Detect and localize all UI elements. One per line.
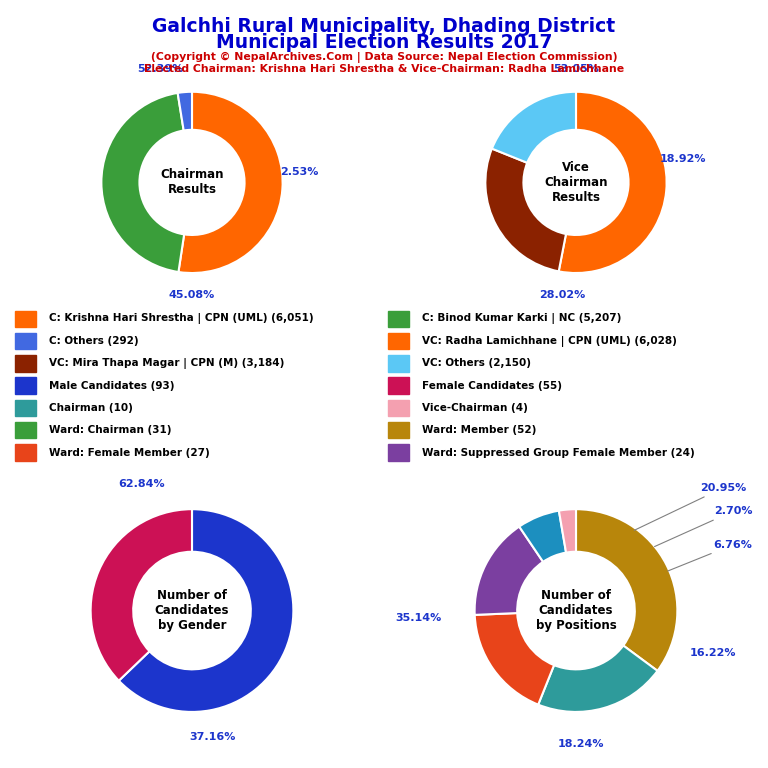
Text: 53.05%: 53.05%	[553, 64, 599, 74]
Text: VC: Radha Lamichhane | CPN (UML) (6,028): VC: Radha Lamichhane | CPN (UML) (6,028)	[422, 336, 677, 346]
Bar	[15, 310, 36, 327]
Text: Vice
Chairman
Results: Vice Chairman Results	[545, 161, 607, 204]
Text: Ward: Suppressed Group Female Member (24): Ward: Suppressed Group Female Member (24…	[422, 448, 694, 458]
Bar	[15, 333, 36, 349]
Text: Galchhi Rural Municipality, Dhading District: Galchhi Rural Municipality, Dhading Dist…	[152, 17, 616, 36]
Text: 45.08%: 45.08%	[169, 290, 215, 300]
Bar	[15, 377, 36, 394]
Wedge shape	[519, 511, 566, 562]
Wedge shape	[101, 93, 184, 272]
Bar	[15, 422, 36, 439]
Text: 52.39%: 52.39%	[137, 64, 184, 74]
Bar	[388, 422, 409, 439]
Text: 16.22%: 16.22%	[690, 648, 736, 658]
Text: Chairman
Results: Chairman Results	[161, 168, 223, 197]
Text: Number of
Candidates
by Positions: Number of Candidates by Positions	[535, 589, 617, 632]
Text: 18.24%: 18.24%	[558, 740, 604, 750]
Bar	[388, 399, 409, 416]
Bar	[388, 377, 409, 394]
Bar	[15, 355, 36, 372]
Text: 6.76%: 6.76%	[668, 540, 753, 571]
Bar	[15, 444, 36, 461]
Wedge shape	[559, 509, 576, 553]
Wedge shape	[576, 509, 677, 671]
Text: 2.70%: 2.70%	[654, 506, 753, 547]
Text: Municipal Election Results 2017: Municipal Election Results 2017	[216, 33, 552, 52]
Text: (Copyright © NepalArchives.Com | Data Source: Nepal Election Commission): (Copyright © NepalArchives.Com | Data So…	[151, 51, 617, 62]
Wedge shape	[485, 149, 566, 271]
Text: 62.84%: 62.84%	[118, 479, 164, 489]
Wedge shape	[558, 92, 667, 273]
Text: Elected Chairman: Krishna Hari Shrestha & Vice-Chairman: Radha Lamichhane: Elected Chairman: Krishna Hari Shrestha …	[144, 64, 624, 74]
Text: 18.92%: 18.92%	[660, 154, 707, 164]
Wedge shape	[178, 92, 283, 273]
Wedge shape	[177, 92, 192, 131]
Wedge shape	[538, 646, 657, 712]
Text: C: Krishna Hari Shrestha | CPN (UML) (6,051): C: Krishna Hari Shrestha | CPN (UML) (6,…	[49, 313, 313, 324]
Text: Ward: Member (52): Ward: Member (52)	[422, 425, 536, 435]
Bar	[15, 399, 36, 416]
Text: Ward: Female Member (27): Ward: Female Member (27)	[49, 448, 210, 458]
Text: 2.53%: 2.53%	[280, 167, 318, 177]
Text: 37.16%: 37.16%	[189, 733, 236, 743]
Text: Chairman (10): Chairman (10)	[49, 403, 133, 413]
Wedge shape	[475, 613, 554, 704]
Wedge shape	[119, 509, 293, 712]
Bar	[388, 333, 409, 349]
Wedge shape	[475, 527, 543, 615]
Bar	[388, 310, 409, 327]
Text: C: Others (292): C: Others (292)	[49, 336, 139, 346]
Text: Number of
Candidates
by Gender: Number of Candidates by Gender	[154, 589, 230, 632]
Text: 35.14%: 35.14%	[396, 613, 442, 623]
Bar	[388, 444, 409, 461]
Text: Vice-Chairman (4): Vice-Chairman (4)	[422, 403, 528, 413]
Text: Female Candidates (55): Female Candidates (55)	[422, 381, 561, 391]
Text: 28.02%: 28.02%	[539, 290, 585, 300]
Wedge shape	[91, 509, 192, 680]
Text: C: Binod Kumar Karki | NC (5,207): C: Binod Kumar Karki | NC (5,207)	[422, 313, 621, 324]
Text: VC: Mira Thapa Magar | CPN (M) (3,184): VC: Mira Thapa Magar | CPN (M) (3,184)	[49, 358, 284, 369]
Text: Male Candidates (93): Male Candidates (93)	[49, 381, 174, 391]
Wedge shape	[492, 92, 576, 163]
Text: Ward: Chairman (31): Ward: Chairman (31)	[49, 425, 171, 435]
Text: 20.95%: 20.95%	[634, 483, 746, 530]
Text: VC: Others (2,150): VC: Others (2,150)	[422, 359, 531, 369]
Bar	[388, 355, 409, 372]
